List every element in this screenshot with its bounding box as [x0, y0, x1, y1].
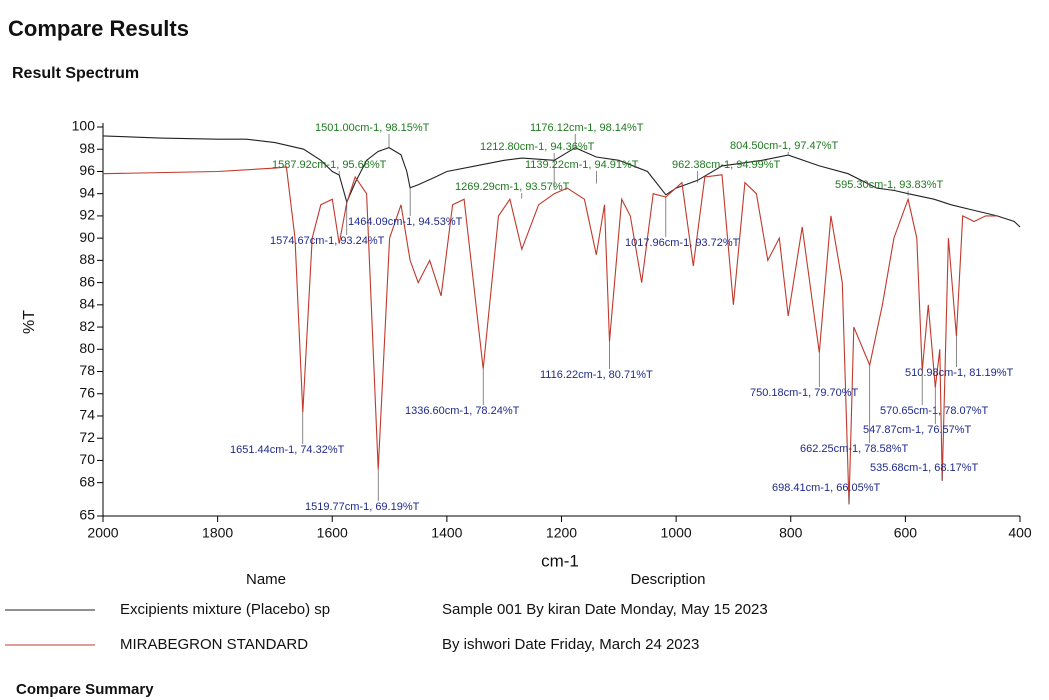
y-tick-label: 96	[79, 162, 95, 178]
y-tick-label: 88	[79, 251, 95, 267]
y-axis-label: %T	[21, 310, 38, 334]
y-tick-label: 80	[79, 340, 95, 356]
x-tick-label: 1600	[317, 525, 348, 541]
peak-label: 1587.92cm-1, 95.68%T	[272, 159, 387, 171]
y-tick-label: 92	[79, 207, 95, 223]
y-tick-label: 70	[79, 451, 95, 467]
peak-label: 750.18cm-1, 79.70%T	[750, 387, 859, 399]
peak-label: 535.68cm-1, 68.17%T	[870, 462, 979, 474]
peak-label: 698.41cm-1, 66.05%T	[772, 482, 881, 494]
y-tick-label: 100	[72, 118, 96, 134]
y-tick-label: 68	[79, 473, 95, 489]
legend-description: By ishwori Date Friday, March 24 2023	[442, 636, 699, 653]
peak-label: 1464.09cm-1, 94.53%T	[348, 216, 463, 228]
legend-description: Sample 001 By kiran Date Monday, May 15 …	[442, 601, 768, 618]
peak-label: 1017.96cm-1, 93.72%T	[625, 237, 740, 249]
x-tick-label: 2000	[87, 525, 118, 541]
peak-label: 1519.77cm-1, 69.19%T	[305, 501, 420, 513]
chart-title: Result Spectrum	[12, 65, 139, 82]
spectrum-line	[102, 166, 998, 505]
peak-label: 804.50cm-1, 97.47%T	[730, 140, 839, 152]
y-tick-label: 72	[79, 429, 95, 445]
y-tick-label: 78	[79, 362, 95, 378]
legend-name: Excipients mixture (Placebo) sp	[120, 601, 330, 618]
peak-label: 662.25cm-1, 78.58%T	[800, 443, 909, 455]
y-tick-label: 98	[79, 140, 95, 156]
peak-label: 510.98cm-1, 81.19%T	[905, 367, 1014, 379]
peak-label: 595.30cm-1, 93.83%T	[835, 179, 944, 191]
y-tick-label: 86	[79, 273, 95, 289]
legend-header: Name	[246, 571, 286, 588]
peak-label: 570.65cm-1, 78.07%T	[880, 405, 989, 417]
y-tick-label: 74	[79, 407, 95, 423]
x-tick-label: 1800	[202, 525, 233, 541]
peak-label: 1212.80cm-1, 94.36%T	[480, 141, 595, 153]
peak-label: 1501.00cm-1, 98.15%T	[315, 122, 430, 134]
y-tick-label: 82	[79, 318, 95, 334]
peak-label: 1139.22cm-1, 94.91%T	[525, 159, 639, 171]
x-axis-label: cm-1	[541, 551, 579, 570]
x-tick-label: 1200	[546, 525, 577, 541]
y-tick-label: 65	[79, 507, 95, 523]
y-tick-label: 76	[79, 384, 95, 400]
x-tick-label: 600	[894, 525, 918, 541]
spectrum-line	[102, 135, 1021, 228]
peak-label: 547.87cm-1, 76.57%T	[863, 424, 972, 436]
peak-label: 1269.29cm-1, 93.57%T	[455, 181, 570, 193]
legend-name: MIRABEGRON STANDARD	[120, 636, 308, 653]
x-tick-label: 1000	[661, 525, 692, 541]
peak-label: 962.38cm-1, 94.99%T	[672, 159, 781, 171]
peak-label: 1336.60cm-1, 78.24%T	[405, 405, 520, 417]
legend-header: Description	[630, 571, 705, 588]
peak-label: 1574.67cm-1, 93.24%T	[270, 235, 385, 247]
y-tick-label: 90	[79, 229, 95, 245]
y-tick-label: 94	[79, 184, 95, 200]
x-tick-label: 1400	[431, 525, 462, 541]
section-title: Compare Summary	[16, 681, 154, 698]
x-tick-label: 800	[779, 525, 803, 541]
peak-label: 1116.22cm-1, 80.71%T	[540, 369, 653, 381]
y-tick-label: 84	[79, 296, 95, 312]
x-tick-label: 400	[1008, 525, 1032, 541]
page-title: Compare Results	[8, 16, 189, 41]
peak-label: 1176.12cm-1, 98.14%T	[530, 122, 644, 134]
peak-label: 1651.44cm-1, 74.32%T	[230, 444, 345, 456]
